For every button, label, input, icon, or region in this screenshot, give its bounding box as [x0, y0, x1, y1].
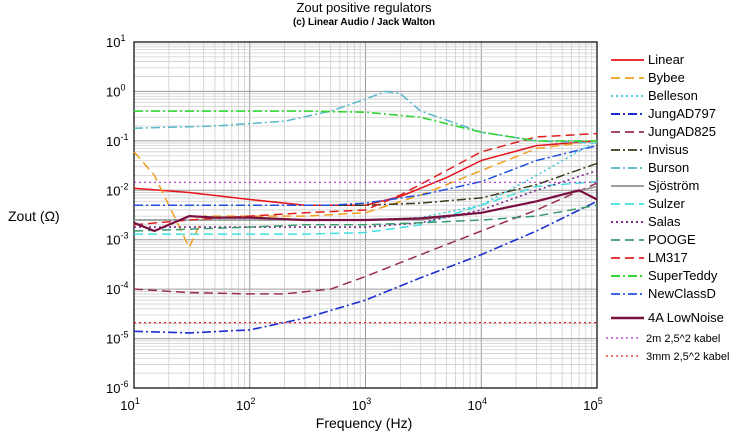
x-tick-label: 101: [120, 396, 139, 413]
y-tick-label: 10-6: [106, 379, 128, 396]
x-tick-label: 105: [583, 396, 602, 413]
y-tick-label: 101: [106, 33, 125, 50]
series-line-4: [133, 182, 598, 295]
series-line-6: [133, 90, 598, 144]
y-tick-label: 100: [106, 82, 125, 99]
legend-label-15: 2m 2,5^2 kabel: [646, 333, 720, 345]
legend: Linear Bybee Belleson JungAD797 JungAD825 Inv…: [606, 52, 729, 363]
y-axis-label: Zout (Ω): [8, 208, 60, 224]
y-tick-label: 10-1: [106, 132, 128, 149]
legend-label-11: LM317: [648, 250, 688, 265]
chart-subtitle: (c) Linear Audio / Jack Walton: [293, 17, 435, 28]
series-line-1: [133, 140, 598, 249]
y-tick-label: 10-3: [106, 231, 128, 248]
legend-label-6: Burson: [648, 160, 689, 175]
x-tick-labels: 101 102 103 104 105: [120, 396, 602, 413]
series-layer: [133, 90, 598, 334]
grid: [134, 42, 597, 388]
legend-label-5: Invisus: [648, 142, 689, 157]
legend-label-0: Linear: [648, 52, 685, 67]
plot-frame: [133, 41, 598, 389]
chart-title: Zout positive regulators: [296, 0, 432, 15]
legend-label-8: Sulzer: [648, 196, 686, 211]
series-line-12: [134, 110, 597, 142]
series-line-13: [134, 144, 598, 206]
y-tick-label: 10-5: [106, 330, 128, 347]
legend-label-3: JungAD797: [648, 106, 716, 121]
legend-label-7: Sjöström: [648, 178, 699, 193]
legend-label-12: SuperTeddy: [648, 268, 718, 283]
legend-label-10: POOGE: [648, 232, 696, 247]
series-line-0: [133, 140, 598, 206]
series-line-3: [133, 200, 598, 334]
series-line-14: [133, 189, 598, 233]
legend-label-4: JungAD825: [648, 124, 716, 139]
legend-label-2: Belleson: [648, 88, 698, 103]
x-tick-label: 104: [468, 396, 487, 413]
x-tick-label: 103: [352, 396, 371, 413]
series-line-10: [133, 204, 598, 232]
x-axis-label: Frequency (Hz): [316, 415, 412, 431]
legend-label-16: 3mm 2,5^2 kabel: [646, 351, 729, 363]
y-tick-labels: 101 100 10-1 10-2 10-3 10-4 10-5 10-6: [106, 33, 128, 396]
legend-label-13: NewClassD: [648, 286, 716, 301]
legend-label-1: Bybee: [648, 70, 685, 85]
legend-label-14: 4A LowNoise: [648, 310, 724, 325]
series-line-8: [134, 180, 598, 235]
y-tick-label: 10-2: [106, 181, 128, 198]
y-tick-label: 10-4: [106, 280, 128, 297]
legend-label-9: Salas: [648, 214, 681, 229]
x-tick-label: 102: [236, 396, 255, 413]
